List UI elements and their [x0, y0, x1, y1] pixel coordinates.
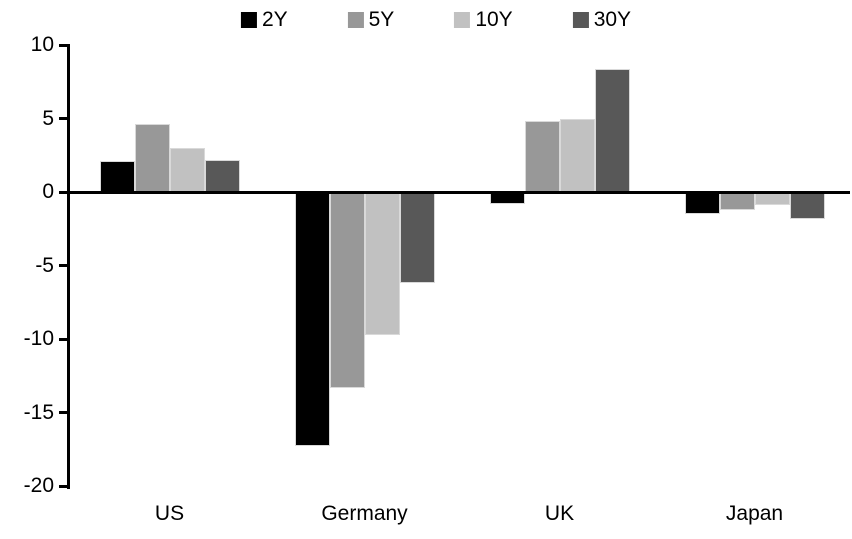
category-label-germany: Germany	[321, 502, 408, 525]
legend-swatch-5y	[347, 12, 364, 28]
bar-us-5y	[134, 124, 170, 192]
bar-us-30y	[204, 159, 240, 192]
y-tick-label: 10	[30, 33, 54, 56]
y-tick-label: -15	[23, 400, 54, 424]
legend-item-10y: 10Y	[454, 8, 513, 32]
legend-item-5y: 5Y	[347, 8, 395, 32]
legend-item-30y: 30Y	[572, 8, 632, 32]
bar-germany-2y	[294, 192, 330, 447]
bar-germany-30y	[399, 192, 435, 284]
bar-japan-30y	[789, 192, 825, 219]
y-tick-label: -5	[35, 253, 54, 277]
legend-swatch-30y	[572, 12, 589, 28]
legend-label: 5Y	[368, 8, 395, 31]
y-tick-label: 5	[42, 106, 54, 130]
y-tick-label: -20	[23, 474, 54, 497]
category-label-japan: Japan	[725, 502, 784, 525]
y-tick-mark	[59, 337, 68, 341]
bar-us-10y	[169, 147, 205, 192]
y-axis-line	[67, 44, 70, 489]
category-label-us: US	[154, 502, 185, 525]
legend: 2Y 5Y 10Y 30Y	[240, 8, 632, 32]
y-tick-mark	[59, 484, 68, 488]
y-tick-mark	[59, 411, 68, 414]
legend-label: 10Y	[475, 8, 513, 31]
bar-germany-10y	[364, 192, 400, 335]
legend-label: 30Y	[593, 8, 632, 31]
y-tick-mark	[59, 43, 68, 47]
bar-japan-5y	[719, 192, 755, 210]
bar-us-2y	[99, 161, 135, 192]
bar-japan-2y	[684, 192, 720, 214]
y-tick-label: 0	[42, 180, 54, 203]
zero-baseline	[67, 191, 850, 194]
legend-swatch-10y	[454, 12, 471, 28]
bar-uk-10y	[559, 118, 595, 192]
bar-uk-5y	[524, 121, 560, 192]
legend-item-2y: 2Y	[240, 8, 288, 32]
y-tick-mark	[59, 264, 68, 267]
legend-swatch-2y	[240, 12, 257, 28]
category-label-uk: UK	[544, 502, 575, 525]
y-tick-mark	[59, 190, 68, 194]
y-tick-mark	[59, 117, 68, 120]
bar-uk-30y	[594, 68, 630, 192]
bar-germany-5y	[329, 192, 365, 388]
y-tick-label: -10	[23, 327, 54, 350]
legend-label: 2Y	[261, 8, 288, 31]
